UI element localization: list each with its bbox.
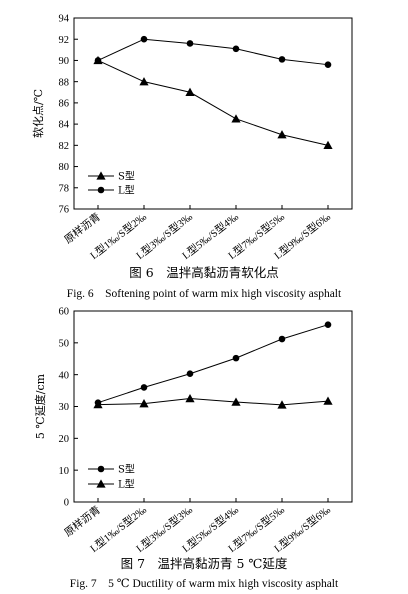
y-axis-label: 软化点/℃ — [31, 89, 45, 138]
data-point-1-0 — [95, 57, 102, 64]
figure-caption-en: Fig. 6 Softening point of warm mix high … — [67, 288, 342, 300]
data-point-1-2 — [187, 40, 194, 47]
y-tick-label: 88 — [59, 77, 70, 88]
y-tick-label: 82 — [59, 141, 70, 152]
series-line-0 — [98, 325, 328, 403]
y-tick-label: 60 — [59, 307, 70, 318]
y-tick-label: 50 — [59, 338, 70, 349]
y-tick-label: 76 — [59, 205, 70, 216]
data-point-0-3 — [233, 355, 240, 362]
data-point-1-4 — [279, 56, 286, 63]
data-point-1-5 — [325, 61, 332, 68]
data-point-0-4 — [277, 130, 286, 138]
figure-caption-en: Fig. 7 5 ℃ Ductility of warm mix high vi… — [70, 578, 339, 590]
y-tick-label: 20 — [59, 434, 70, 445]
legend-label: S型 — [118, 170, 135, 183]
y-tick-label: 40 — [59, 370, 70, 381]
y-tick-label: 86 — [59, 98, 70, 109]
legend-label: S型 — [118, 463, 135, 476]
series-line-1 — [98, 39, 328, 64]
plot-frame — [74, 18, 352, 209]
data-point-0-2 — [187, 370, 194, 377]
legend-label: L型 — [118, 184, 135, 197]
y-tick-label: 10 — [59, 466, 70, 477]
legend-label: L型 — [118, 478, 135, 491]
data-point-0-1 — [141, 384, 148, 391]
data-point-0-5 — [325, 321, 332, 328]
y-tick-label: 90 — [59, 56, 70, 67]
data-point-1-3 — [233, 45, 240, 52]
figure-caption-cn: 图 6 温拌高黏沥青软化点 — [129, 265, 278, 280]
plot-frame — [74, 311, 352, 502]
y-tick-label: 80 — [59, 162, 70, 173]
y-tick-label: 84 — [59, 120, 70, 131]
y-tick-label: 78 — [59, 183, 70, 194]
figure-caption-cn: 图 7 温拌高黏沥青 5 ℃延度 — [121, 556, 288, 571]
y-tick-label: 0 — [64, 498, 69, 509]
y-tick-label: 94 — [59, 14, 70, 25]
y-tick-label: 92 — [59, 35, 70, 46]
series-line-1 — [98, 399, 328, 405]
series-line-0 — [98, 60, 328, 145]
y-axis-label: 5 ℃延度/cm — [33, 373, 47, 439]
legend-marker — [98, 187, 105, 194]
data-point-0-1 — [139, 77, 148, 85]
data-point-0-3 — [231, 114, 240, 122]
data-point-1-1 — [141, 36, 148, 43]
y-tick-label: 30 — [59, 402, 70, 413]
data-point-0-4 — [279, 336, 286, 343]
legend-marker — [98, 466, 105, 473]
data-point-1-5 — [323, 396, 332, 404]
data-point-1-2 — [185, 394, 194, 402]
